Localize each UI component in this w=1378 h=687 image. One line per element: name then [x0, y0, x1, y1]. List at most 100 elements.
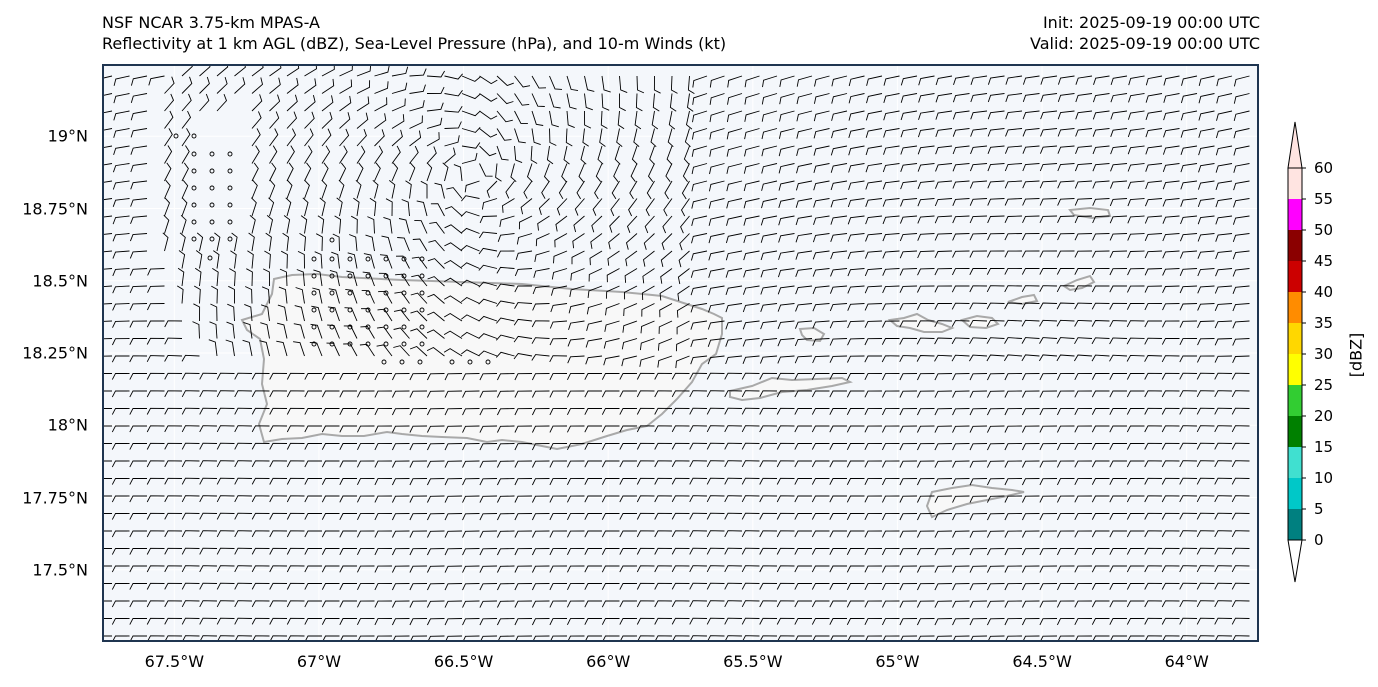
wind-barb — [951, 337, 970, 345]
wind-barb — [917, 233, 935, 241]
wind-barb — [304, 460, 323, 468]
wind-barb — [649, 145, 655, 165]
wind-barb — [1127, 268, 1145, 276]
wind-barb — [794, 565, 813, 573]
wind-barb — [1163, 93, 1180, 103]
wind-barb — [339, 478, 357, 486]
wind-barb — [549, 618, 568, 626]
wind-barb — [164, 460, 183, 468]
wind-barb — [724, 442, 743, 450]
colorbar-segment — [1288, 509, 1302, 540]
wind-barb — [619, 425, 638, 433]
wind-barb — [811, 547, 830, 555]
wind-barb — [640, 320, 655, 334]
wind-barb — [496, 583, 515, 591]
wind-barb — [1231, 442, 1250, 450]
wind-barb — [130, 180, 148, 190]
wind-barb — [177, 267, 185, 287]
wind-barb — [899, 233, 918, 242]
wind-barb — [1144, 565, 1163, 573]
wind-barb — [636, 477, 655, 485]
wind-barb — [1198, 93, 1215, 104]
wind-barb — [496, 443, 515, 451]
wind-barb — [216, 64, 229, 77]
wind-barb — [883, 75, 900, 86]
wind-barb — [146, 460, 165, 468]
wind-barb — [391, 495, 410, 503]
wind-barb — [129, 530, 148, 538]
wind-barb — [646, 180, 655, 200]
wind-barb — [1004, 583, 1023, 591]
wind-barb — [102, 215, 113, 218]
wind-barb — [356, 390, 375, 398]
wind-barb — [690, 285, 708, 296]
wind-barb — [761, 128, 778, 140]
wind-barb — [969, 408, 988, 416]
wind-barb — [462, 513, 480, 521]
calm-wind-circle — [419, 341, 425, 347]
wind-barb — [1162, 233, 1180, 242]
wind-barb — [794, 320, 813, 329]
wind-barb — [616, 128, 623, 147]
colorbar-segment — [1288, 447, 1302, 478]
wind-barb — [1179, 320, 1198, 328]
wind-barb — [531, 583, 550, 591]
wind-barb — [635, 93, 643, 112]
wind-barb — [1144, 198, 1163, 207]
wind-barb — [588, 268, 603, 282]
wind-barb — [611, 180, 620, 200]
wind-barb — [569, 285, 585, 297]
wind-barb — [741, 547, 760, 555]
wind-barb — [987, 163, 1005, 172]
wind-barb — [514, 600, 533, 608]
wind-barb — [1075, 145, 1093, 154]
wind-barb — [572, 233, 585, 249]
wind-barb — [339, 513, 357, 521]
wind-barb — [321, 443, 340, 450]
wind-barb — [1056, 267, 1075, 275]
wind-barb — [864, 600, 883, 608]
wind-barb — [181, 495, 200, 503]
wind-barb — [1215, 163, 1233, 173]
wind-barb — [541, 180, 550, 199]
wind-barb — [899, 618, 918, 626]
wind-barb — [112, 198, 130, 207]
wind-barb — [393, 327, 410, 339]
wind-barb — [969, 478, 988, 486]
wind-barb — [530, 145, 538, 164]
wind-barb — [199, 600, 218, 608]
wind-barb — [987, 233, 1005, 241]
wind-barb — [339, 443, 357, 451]
wind-barb — [1144, 530, 1163, 538]
wind-barb — [1092, 198, 1110, 206]
wind-barb — [813, 215, 830, 225]
wind-barb — [1179, 425, 1198, 433]
wind-barb — [587, 285, 603, 298]
wind-barb — [619, 93, 626, 112]
wind-barb — [599, 128, 606, 147]
wind-barb — [347, 252, 358, 269]
wind-barb — [444, 224, 463, 234]
wind-barb — [321, 565, 340, 573]
wind-barb — [1233, 75, 1250, 87]
wind-barb — [514, 390, 533, 398]
wind-barb — [1231, 617, 1250, 625]
wind-barb — [1196, 425, 1215, 433]
wind-barb — [1162, 250, 1180, 259]
wind-barb — [584, 110, 592, 129]
wind-barb — [514, 285, 533, 293]
wind-barb — [624, 285, 638, 300]
wind-barb — [1039, 267, 1058, 275]
wind-barb — [969, 443, 988, 451]
wind-barb — [514, 548, 533, 556]
wind-barb — [1109, 215, 1128, 224]
wind-barb — [952, 390, 970, 398]
wind-barb — [951, 354, 970, 362]
wind-barb — [111, 530, 130, 538]
wind-barb — [444, 565, 463, 573]
wind-barb — [426, 513, 445, 521]
wind-barb — [321, 145, 331, 164]
wind-barb — [1214, 320, 1233, 329]
wind-barb — [899, 425, 918, 433]
wind-barb — [295, 287, 305, 304]
